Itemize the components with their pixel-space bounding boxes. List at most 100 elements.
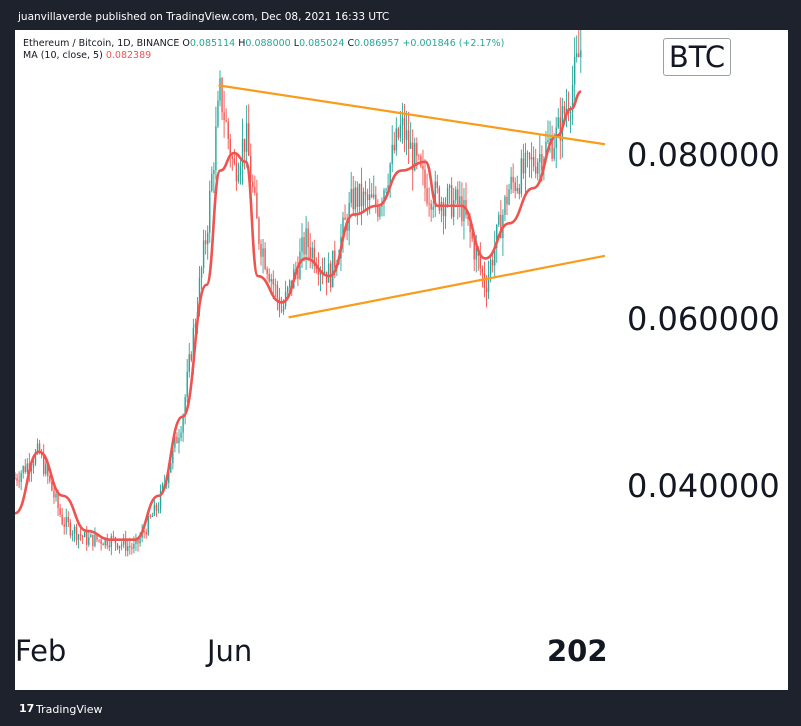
candle-body: [496, 224, 498, 248]
candle-body: [71, 533, 74, 536]
candle-body: [108, 545, 110, 548]
candle-body: [276, 284, 279, 298]
candle-body: [250, 155, 252, 182]
candle-body: [455, 189, 457, 201]
candle-body: [397, 128, 400, 138]
candle-body: [403, 118, 406, 140]
candle-body: [77, 534, 80, 540]
candle-body: [286, 287, 289, 292]
candle-body: [75, 526, 78, 540]
candle-body: [256, 192, 258, 219]
candle-body: [202, 240, 205, 268]
candle-body: [190, 354, 192, 361]
candle-body: [245, 123, 248, 152]
candle-body: [506, 196, 508, 205]
legend-low-label: L: [293, 38, 300, 49]
candle-body: [457, 189, 459, 205]
moving-average-line: [15, 90, 582, 541]
candle-body: [578, 53, 580, 58]
candle-body: [424, 169, 426, 189]
candle-body: [301, 237, 303, 252]
candle-body: [22, 466, 24, 474]
candle-body: [553, 147, 555, 159]
candle-body: [69, 522, 72, 536]
candle-body: [209, 190, 211, 233]
y-tick-label: 0.040000: [627, 467, 780, 505]
candle-body: [137, 538, 139, 544]
candle-body: [409, 142, 412, 149]
footer-bar: 17 TradingView: [0, 690, 801, 726]
candle-body: [393, 144, 395, 151]
candle-body: [274, 284, 277, 286]
candle-body: [557, 117, 559, 128]
candle-body: [98, 539, 100, 541]
candle-body: [55, 493, 57, 498]
candle-body: [297, 269, 299, 279]
legend-change: +0.001846 (+2.17%): [402, 38, 505, 49]
legend-close-label: C: [347, 38, 355, 49]
candle-body: [446, 187, 449, 205]
candle-body: [522, 158, 525, 174]
candle-body: [252, 181, 254, 187]
legend-ma-row: MA (10, close, 5) 0.082389: [23, 50, 504, 62]
candle-body: [192, 327, 195, 361]
candle-body: [186, 371, 188, 398]
candle-body: [86, 532, 88, 545]
candle-body: [430, 203, 432, 210]
candle-body: [307, 228, 309, 248]
candle-body: [379, 206, 381, 217]
legend-ma-label: MA (10, close, 5): [23, 50, 103, 61]
candle-body: [90, 534, 92, 538]
candle-body: [131, 547, 133, 549]
candle-body: [243, 138, 246, 152]
tradingview-logo-icon: 17: [19, 702, 35, 715]
candle-body: [549, 138, 551, 141]
candle-body: [387, 185, 389, 190]
candle-body: [327, 263, 330, 283]
candle-body: [135, 538, 137, 544]
candle-body: [350, 189, 352, 204]
candle-body: [514, 182, 516, 191]
candle-body: [426, 188, 428, 204]
candle-body: [282, 306, 285, 312]
candle-body: [479, 255, 482, 269]
candle-body: [373, 194, 375, 198]
candle-body: [420, 156, 422, 166]
candle-body: [385, 189, 387, 191]
candle-body: [475, 248, 477, 260]
candle-body: [315, 266, 318, 270]
candle-body: [129, 545, 131, 548]
candle-body: [219, 78, 221, 101]
candle-body: [356, 187, 359, 207]
candle-body: [36, 443, 39, 453]
candle-body: [211, 174, 213, 191]
candle-body: [323, 271, 326, 274]
candle-body: [168, 472, 170, 483]
candle-body: [438, 187, 441, 211]
footer-brand: TradingView: [36, 703, 103, 716]
candle-body: [24, 466, 26, 473]
candle-body: [317, 269, 320, 275]
candle-body: [559, 117, 561, 141]
x-tick-label: Feb: [15, 634, 67, 668]
candle-body: [352, 189, 354, 210]
candle-body: [268, 273, 270, 282]
candle-body: [342, 217, 344, 237]
candle-body: [360, 183, 363, 207]
candle-body: [551, 138, 553, 159]
candle-body: [280, 310, 283, 312]
candle-body: [182, 416, 184, 433]
candle-body: [489, 259, 492, 275]
candle-body: [254, 186, 256, 193]
candle-body: [375, 194, 377, 207]
chart-area[interactable]: Ethereum / Bitcoin, 1D, BINANCE O0.08511…: [15, 30, 788, 690]
candle-body: [59, 507, 61, 515]
candle-body: [516, 187, 518, 191]
candle-body: [368, 194, 371, 201]
candle-body: [418, 155, 420, 157]
candle-body: [524, 152, 527, 174]
candle-body: [172, 447, 174, 464]
candle-body: [541, 154, 543, 171]
candle-body: [241, 138, 244, 167]
price-plot[interactable]: [15, 30, 788, 690]
